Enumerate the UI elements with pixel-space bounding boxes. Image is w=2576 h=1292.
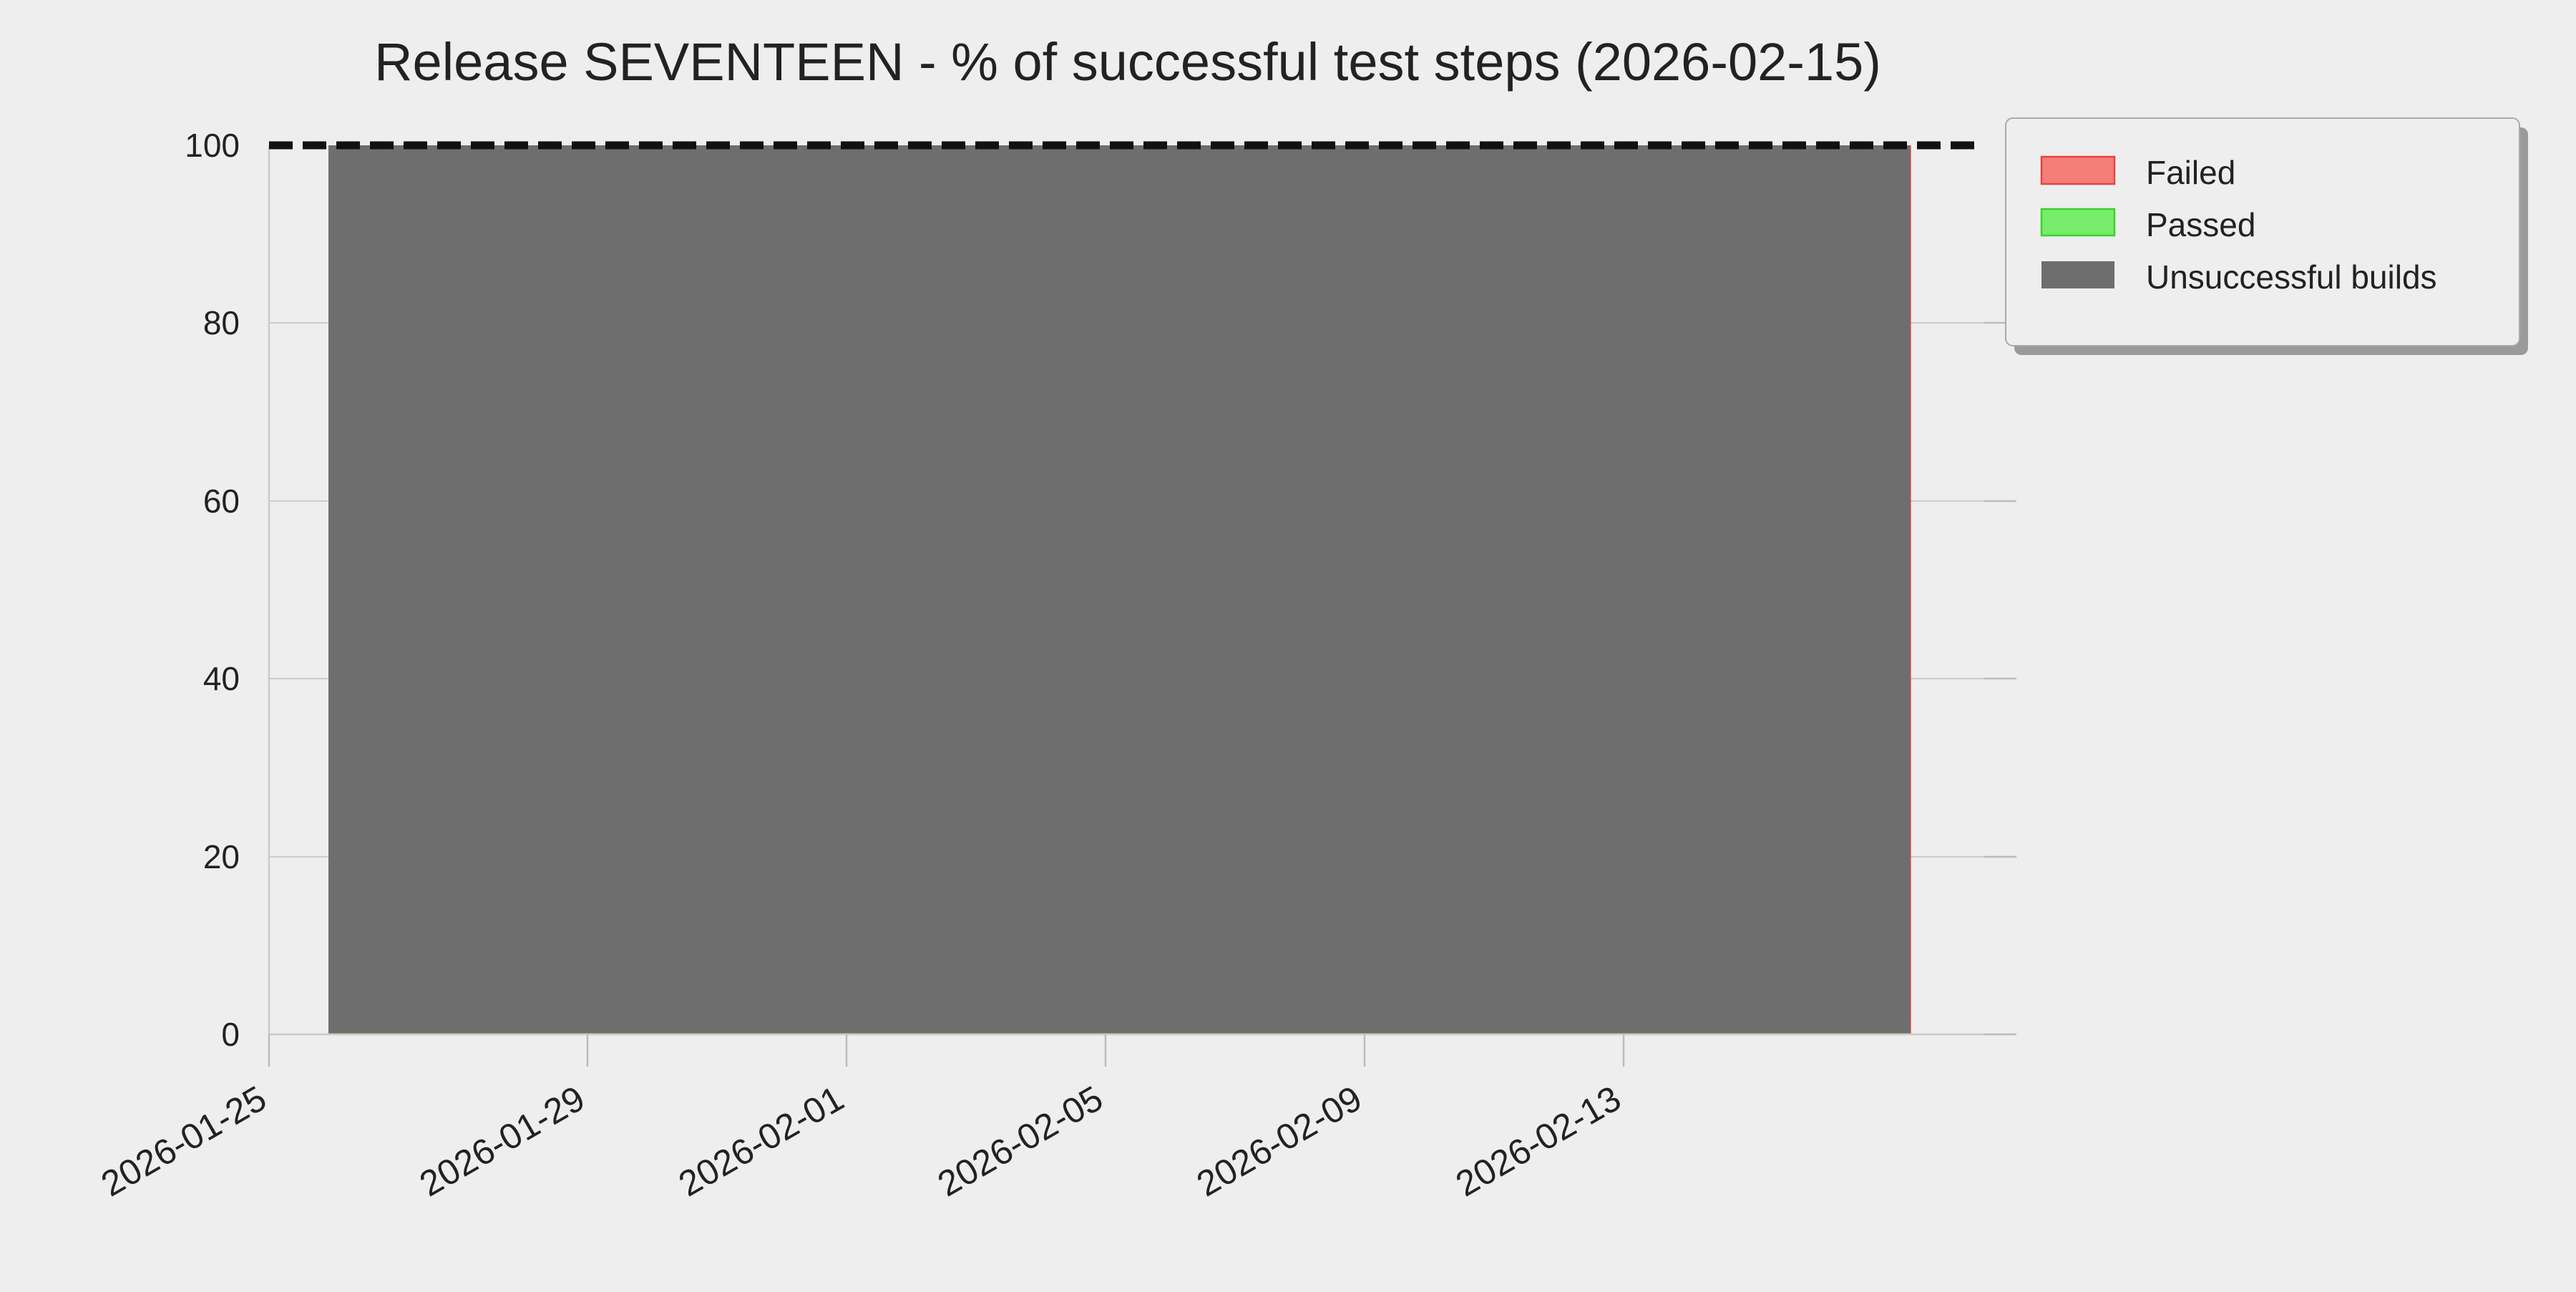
svg-text:Unsuccessful builds: Unsuccessful builds xyxy=(2146,258,2437,296)
svg-text:60: 60 xyxy=(203,482,240,520)
svg-text:20: 20 xyxy=(203,838,240,875)
svg-text:0: 0 xyxy=(221,1016,240,1053)
svg-text:Release SEVENTEEN - % of succe: Release SEVENTEEN - % of successful test… xyxy=(374,32,1881,92)
svg-text:40: 40 xyxy=(203,660,240,697)
svg-text:80: 80 xyxy=(203,304,240,341)
svg-text:Failed: Failed xyxy=(2146,154,2235,191)
svg-text:Passed: Passed xyxy=(2146,206,2255,243)
svg-text:100: 100 xyxy=(185,127,240,164)
